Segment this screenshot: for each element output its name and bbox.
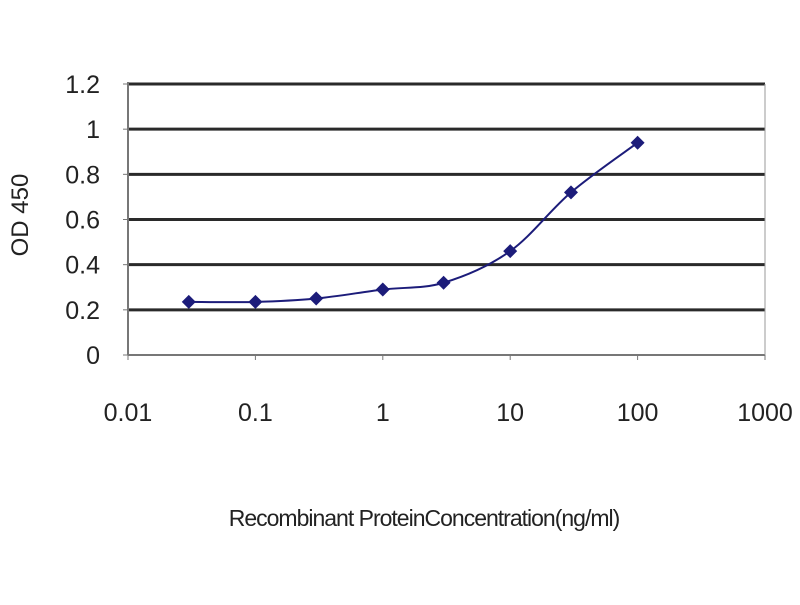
data-point [181, 294, 196, 309]
x-tick-label: 0.1 [238, 399, 273, 427]
y-tick-label: 0 [86, 342, 100, 370]
data-point [563, 185, 578, 200]
y-axis-label: OD 450 [7, 174, 34, 257]
y-tick-label: 0.8 [65, 161, 100, 189]
y-tick-label: 0.4 [65, 252, 100, 280]
x-axis-label: Recombinant ProteinConcentration(ng/ml) [229, 505, 620, 531]
y-tick-label: 0.2 [65, 297, 100, 325]
series-line [188, 141, 639, 304]
axes [123, 82, 766, 360]
gridlines [128, 82, 765, 312]
data-point [630, 135, 645, 150]
y-tick-label: 1.2 [65, 71, 100, 99]
y-tick-label: 1 [86, 116, 100, 144]
x-tick-label: 100 [617, 399, 659, 427]
x-tick-label: 1 [376, 399, 390, 427]
data-point [309, 291, 324, 306]
data-point [248, 294, 263, 309]
data-point [436, 275, 451, 290]
y-tick-label: 0.6 [65, 207, 100, 235]
data-point [375, 282, 390, 297]
series [181, 135, 645, 309]
x-tick-label: 1000 [737, 399, 793, 427]
y-tick-labels: 0 0.2 0.4 0.6 0.8 1 1.2 [65, 71, 100, 370]
x-tick-label: 0.01 [104, 399, 153, 427]
data-point [503, 244, 518, 259]
x-tick-label: 10 [496, 399, 524, 427]
x-tick-labels: 0.01 0.1 1 10 100 1000 [104, 399, 793, 427]
